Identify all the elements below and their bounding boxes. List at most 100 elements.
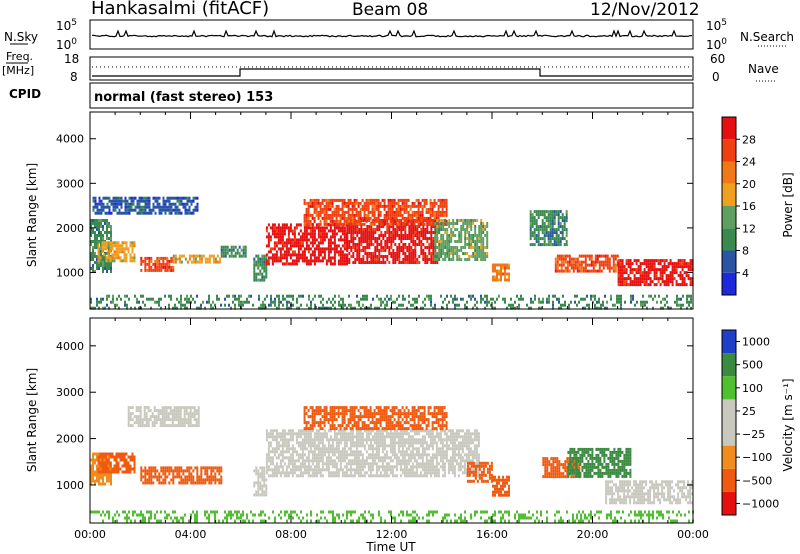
data-cell	[104, 205, 107, 209]
data-cell	[442, 252, 445, 255]
data-cell	[177, 415, 180, 419]
data-cell	[190, 466, 193, 470]
data-cell	[291, 241, 294, 245]
data-cell	[129, 244, 132, 248]
data-cell	[663, 280, 666, 284]
data-cell	[340, 297, 342, 301]
data-cell	[323, 447, 326, 451]
data-cell	[200, 303, 202, 307]
data-cell	[96, 473, 98, 477]
data-cell	[335, 450, 338, 454]
data-cell	[115, 470, 118, 474]
data-cell	[363, 222, 366, 226]
data-cell	[106, 225, 108, 228]
data-cell	[142, 211, 145, 215]
data-cell	[269, 474, 272, 478]
data-cell	[378, 255, 381, 258]
data-cell	[160, 469, 163, 473]
data-cell	[560, 266, 563, 270]
data-cell	[144, 208, 147, 212]
data-cell	[685, 262, 688, 266]
data-cell	[508, 278, 510, 282]
data-cell	[186, 481, 189, 485]
data-cell	[355, 207, 358, 211]
data-cell	[305, 259, 308, 263]
data-cell	[323, 429, 326, 433]
data-cell	[376, 228, 379, 231]
data-cell	[295, 256, 298, 260]
data-cell	[315, 453, 318, 457]
data-cell	[283, 229, 286, 233]
data-cell	[319, 441, 322, 445]
data-cell	[417, 210, 420, 214]
data-cell	[196, 475, 199, 479]
data-cell	[177, 409, 180, 413]
data-cell	[125, 256, 128, 260]
data-cell	[325, 207, 328, 211]
data-cell	[417, 198, 420, 202]
data-cell	[309, 229, 312, 233]
data-cell	[494, 306, 496, 310]
data-cell	[90, 240, 92, 243]
data-cell	[309, 450, 312, 454]
data-cell	[556, 269, 559, 273]
data-cell	[689, 283, 692, 287]
data-cell	[100, 252, 102, 255]
data-cell	[220, 475, 223, 479]
data-cell	[90, 473, 92, 477]
data-cell	[352, 222, 355, 225]
data-cell	[102, 264, 104, 267]
data-cell	[216, 469, 219, 473]
data-cell	[97, 461, 100, 465]
data-cell	[641, 271, 644, 275]
data-cell	[200, 475, 203, 479]
data-cell	[303, 226, 306, 230]
data-cell	[359, 459, 362, 463]
data-cell	[417, 201, 420, 205]
data-cell	[382, 246, 385, 249]
data-cell	[120, 202, 123, 206]
data-cell	[466, 231, 469, 234]
data-cell	[281, 229, 284, 233]
data-cell	[97, 467, 100, 471]
data-cell	[359, 219, 362, 223]
data-cell	[184, 202, 187, 206]
data-cell	[164, 475, 167, 479]
data-cell	[307, 259, 310, 263]
data-cell	[639, 271, 642, 275]
data-cell	[116, 211, 119, 215]
data-cell	[383, 456, 386, 460]
data-cell	[339, 222, 342, 226]
data-cell	[260, 306, 262, 310]
data-cell	[434, 246, 437, 249]
data-cell	[141, 424, 144, 428]
data-cell	[319, 432, 322, 436]
data-cell	[174, 208, 177, 212]
data-cell	[96, 219, 98, 222]
data-cell	[562, 254, 565, 258]
data-cell	[399, 204, 402, 208]
data-cell	[331, 219, 334, 223]
data-cell	[584, 269, 587, 273]
data-cell	[112, 199, 115, 203]
data-cell	[187, 412, 190, 416]
data-cell	[154, 300, 156, 304]
data-cell	[353, 450, 356, 454]
data-cell	[602, 260, 605, 264]
data-cell	[582, 269, 585, 273]
data-cell	[171, 424, 174, 428]
data-cell	[140, 208, 143, 212]
data-cell	[353, 435, 356, 439]
data-cell	[261, 257, 264, 261]
data-cell	[313, 250, 316, 254]
data-cell	[287, 262, 290, 266]
data-cell	[301, 432, 304, 436]
data-cell	[434, 258, 437, 261]
data-cell	[418, 255, 421, 258]
data-cell	[106, 294, 108, 298]
data-cell	[379, 471, 382, 475]
data-cell	[468, 294, 470, 298]
data-cell	[520, 297, 522, 301]
data-cell	[94, 199, 97, 203]
data-cell	[129, 241, 132, 245]
